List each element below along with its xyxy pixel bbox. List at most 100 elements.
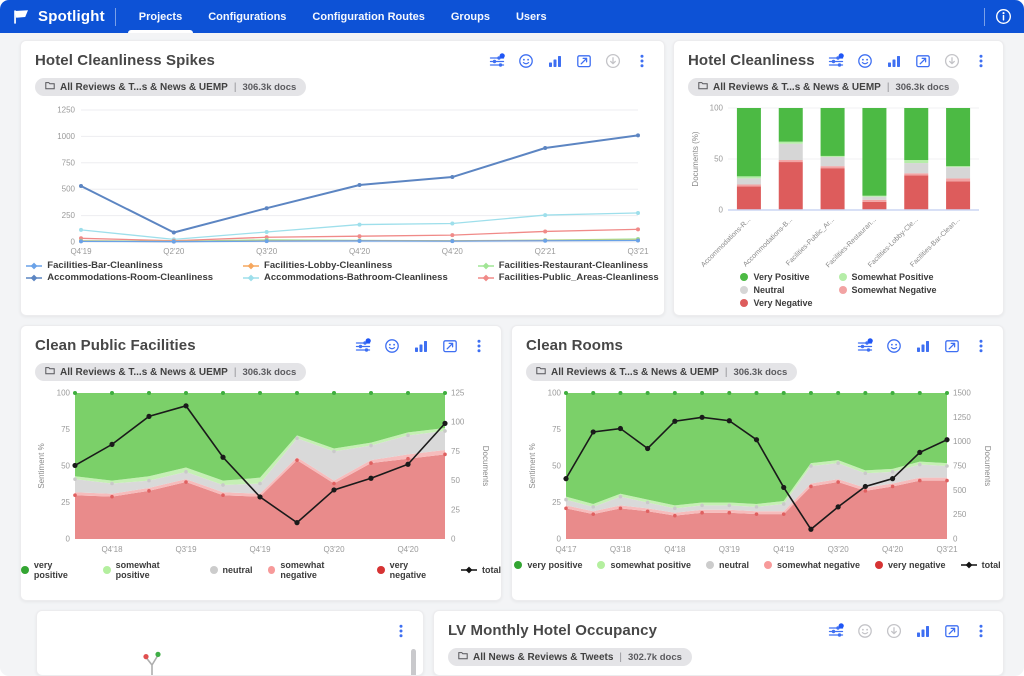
- legend-item-somewhat-negative[interactable]: Somewhat Negative: [838, 285, 937, 295]
- legend-item-very-positive[interactable]: very positive: [21, 560, 88, 580]
- svg-text:1000: 1000: [57, 132, 75, 141]
- docs-count: 306.3k docs: [242, 366, 297, 378]
- svg-text:0: 0: [719, 206, 724, 215]
- overflow-menu-icon[interactable]: [471, 338, 487, 354]
- nav-item-projects[interactable]: Projects: [127, 0, 194, 33]
- legend-item-total[interactable]: total: [960, 560, 1001, 570]
- bar-chart-icon[interactable]: [915, 338, 931, 354]
- legend-item-facilities-restaurant-cleanliness[interactable]: Facilities-Restaurant-Cleanliness: [477, 260, 659, 271]
- bar-chart-icon[interactable]: [413, 338, 429, 354]
- legend-item-accommodations-room-cleanliness[interactable]: Accommodations-Room-Cleanliness: [26, 272, 213, 283]
- legend-item-facilities-bar-cleanliness[interactable]: Facilities-Bar-Cleanliness: [26, 260, 213, 271]
- download-icon[interactable]: [944, 53, 960, 69]
- chart-legend: very positive somewhat positive neutral som…: [21, 560, 501, 580]
- trend-calendar-icon[interactable]: [944, 623, 960, 639]
- overflow-menu-icon[interactable]: [973, 53, 989, 69]
- nav-item-configuration-routes[interactable]: Configuration Routes: [312, 10, 425, 23]
- sentiment-icon[interactable]: [857, 53, 873, 69]
- svg-text:25: 25: [451, 505, 460, 514]
- dataset-badge[interactable]: All Reviews & T...s & News & UEMP | 306.…: [526, 363, 798, 381]
- sentiment-icon[interactable]: [886, 338, 902, 354]
- svg-text:75: 75: [61, 425, 70, 434]
- dataset-badge[interactable]: All Reviews & T...s & News & UEMP | 306.…: [35, 78, 307, 96]
- legend-item-very-negative[interactable]: Very Negative: [740, 298, 813, 308]
- legend-item-facilities-public-areas-cleanliness[interactable]: Facilities-Public_Areas-Cleanliness: [477, 272, 659, 283]
- overflow-menu-icon[interactable]: [973, 623, 989, 639]
- overflow-menu-icon[interactable]: [393, 623, 409, 639]
- card-title: Hotel Cleanliness: [688, 52, 815, 69]
- sentiment-icon[interactable]: [518, 53, 534, 69]
- bar-chart-icon[interactable]: [886, 53, 902, 69]
- legend-item-neutral[interactable]: Neutral: [740, 285, 812, 295]
- legend-item-total[interactable]: total: [461, 560, 501, 580]
- trend-calendar-icon[interactable]: [576, 53, 592, 69]
- svg-text:Q3'19: Q3'19: [175, 545, 197, 554]
- legend-item-neutral[interactable]: neutral: [705, 560, 749, 570]
- svg-text:Q4'19: Q4'19: [70, 247, 92, 256]
- filter-sliders-icon[interactable]: [857, 337, 873, 354]
- legend-item-somewhat-positive[interactable]: Somewhat Positive: [838, 272, 937, 282]
- docs-count: 306.3k docs: [895, 81, 950, 93]
- legend-item-somewhat-negative[interactable]: somewhat negative: [267, 560, 362, 580]
- svg-text:Q4'19: Q4'19: [773, 545, 795, 554]
- overflow-menu-icon[interactable]: [634, 53, 650, 69]
- dataset-badge[interactable]: All Reviews & T...s & News & UEMP | 306.…: [35, 363, 307, 381]
- legend-item-very-positive[interactable]: Very Positive: [740, 272, 812, 282]
- legend-item-somewhat-negative[interactable]: somewhat negative: [764, 560, 860, 570]
- docs-count: 306.3k docs: [242, 81, 297, 93]
- badge-separator: |: [619, 651, 623, 663]
- legend-item-very-negative[interactable]: very negative: [875, 560, 946, 570]
- svg-text:50: 50: [451, 476, 460, 485]
- info-icon[interactable]: [995, 8, 1012, 25]
- svg-text:Q3'21: Q3'21: [627, 247, 649, 256]
- folder-icon: [536, 366, 546, 378]
- card-scrollbar[interactable]: [411, 649, 416, 675]
- nav-item-groups[interactable]: Groups: [450, 10, 490, 23]
- dataset-badge[interactable]: All Reviews & T...s & News & UEMP | 306.…: [688, 78, 960, 96]
- download-icon[interactable]: [605, 53, 621, 69]
- filter-sliders-icon[interactable]: [355, 337, 371, 354]
- legend-item-facilities-lobby-cleanliness[interactable]: Facilities-Lobby-Cleanliness: [243, 260, 448, 271]
- svg-text:Q3'20: Q3'20: [256, 247, 278, 256]
- badge-separator: |: [233, 366, 237, 378]
- filter-sliders-icon[interactable]: [489, 52, 505, 69]
- legend-item-very-positive[interactable]: very positive: [514, 560, 582, 570]
- legend-item-somewhat-positive[interactable]: somewhat positive: [102, 560, 195, 580]
- nav-item-users[interactable]: Users: [515, 10, 547, 23]
- spotlight-logo-icon: [12, 9, 30, 25]
- badge-separator: |: [233, 81, 237, 93]
- dataset-scope: All News & Reviews & Tweets: [473, 651, 614, 663]
- legend-item-somewhat-positive[interactable]: somewhat positive: [597, 560, 691, 570]
- download-icon[interactable]: [886, 623, 902, 639]
- legend-item-neutral[interactable]: neutral: [209, 560, 253, 580]
- legend-item-very-negative[interactable]: very negative: [376, 560, 446, 580]
- svg-text:0: 0: [953, 535, 958, 544]
- svg-text:1250: 1250: [953, 413, 971, 422]
- svg-text:125: 125: [451, 389, 465, 398]
- folder-icon: [45, 81, 55, 93]
- nav-item-configurations[interactable]: Configurations: [208, 10, 287, 23]
- svg-text:Q3'19: Q3'19: [719, 545, 741, 554]
- legend-item-accommodations-bathroom-cleanliness[interactable]: Accommodations-Bathroom-Cleanliness: [243, 272, 448, 283]
- sentiment-icon[interactable]: [857, 623, 873, 639]
- stacked-area-chart: 02550751000250500750100012501500Sentimen…: [528, 389, 991, 555]
- trend-calendar-icon[interactable]: [442, 338, 458, 354]
- card-lv-monthly-hotel-occupancy: LV Monthly Hotel Occupancy All News & Re…: [433, 610, 1004, 676]
- filter-sliders-icon[interactable]: [828, 622, 844, 639]
- docs-count: 306.3k docs: [733, 366, 788, 378]
- primary-nav: Projects Configurations Configuration Rout…: [126, 0, 560, 33]
- overflow-menu-icon[interactable]: [973, 338, 989, 354]
- dataset-scope: All Reviews & T...s & News & UEMP: [60, 81, 228, 93]
- dataset-badge[interactable]: All News & Reviews & Tweets | 302.7k doc…: [448, 648, 692, 666]
- filter-sliders-icon[interactable]: [828, 52, 844, 69]
- badge-separator: |: [886, 81, 890, 93]
- bar-chart-icon[interactable]: [547, 53, 563, 69]
- trend-calendar-icon[interactable]: [915, 53, 931, 69]
- svg-text:50: 50: [552, 462, 561, 471]
- svg-text:Documents (%): Documents (%): [691, 131, 700, 186]
- sentiment-icon[interactable]: [384, 338, 400, 354]
- bar-chart-icon[interactable]: [915, 623, 931, 639]
- trend-calendar-icon[interactable]: [944, 338, 960, 354]
- svg-text:Q4'17: Q4'17: [555, 545, 577, 554]
